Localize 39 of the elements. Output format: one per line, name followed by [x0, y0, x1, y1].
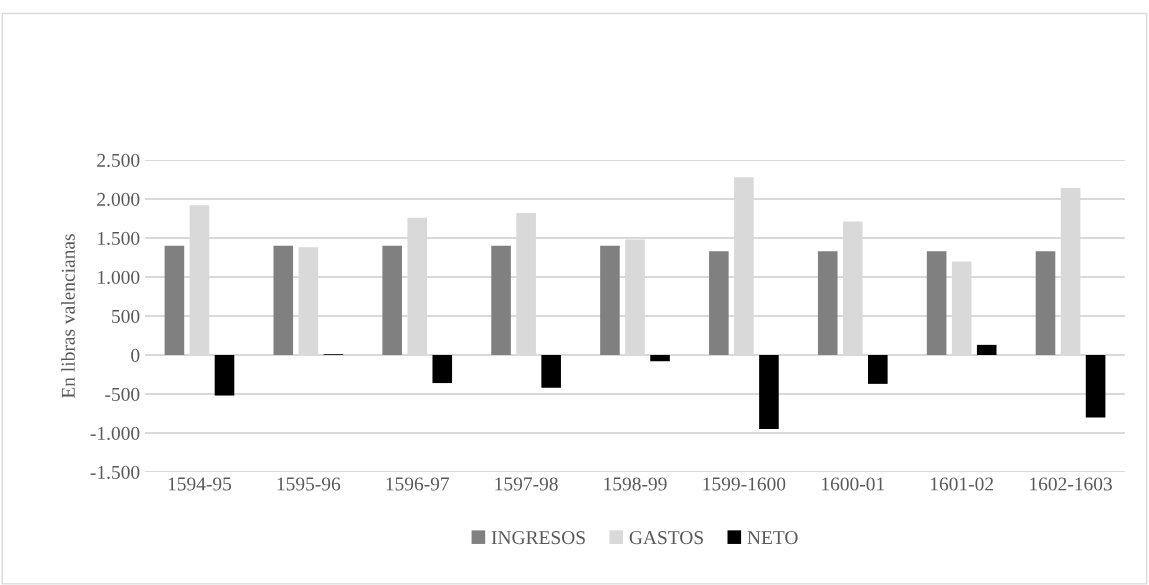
y-tick-label: 0 — [131, 348, 140, 362]
x-tick-label: 1594-95 — [168, 477, 232, 491]
x-tick-label: 1595-96 — [277, 477, 341, 491]
bar — [1035, 251, 1056, 355]
y-tick-label: -1.500 — [90, 465, 140, 480]
y-tick-label: 1.000 — [98, 270, 140, 285]
bar — [1085, 355, 1106, 418]
bar — [650, 355, 670, 362]
y-tick-label: -500 — [105, 387, 140, 401]
bar — [709, 251, 729, 355]
y-tick-label: 500 — [112, 309, 140, 323]
y-axis-title: En libras valencianas — [61, 234, 75, 399]
bar — [868, 355, 888, 384]
x-tick-label: 1596-97 — [386, 477, 450, 491]
x-tick-label: 1598-99 — [604, 477, 667, 491]
legend-label: INGRESOS — [491, 531, 585, 545]
legend-label: NETO — [747, 531, 798, 545]
y-tick-label: 2.500 — [97, 153, 140, 168]
bar — [759, 355, 779, 430]
bar — [382, 245, 402, 355]
bar — [432, 355, 453, 384]
bar — [541, 355, 561, 388]
bar — [926, 251, 947, 355]
bar — [976, 344, 997, 355]
y-tick-label: 1.500 — [98, 231, 140, 246]
x-tick-label: 1597-98 — [495, 477, 558, 491]
bar — [491, 245, 511, 355]
y-tick-label: -1.000 — [90, 426, 140, 441]
x-tick-label: 1602-1603 — [1030, 477, 1112, 491]
bar — [600, 245, 620, 355]
bar — [273, 245, 294, 355]
bar — [164, 245, 185, 355]
x-tick-label: 1600-01 — [822, 477, 885, 491]
bar — [214, 355, 235, 396]
bar — [817, 251, 838, 355]
x-tick-label: 1601-02 — [930, 477, 993, 491]
legend-label: GASTOS — [629, 531, 703, 545]
y-tick-label: 2.000 — [97, 192, 140, 207]
x-tick-label: 1599-1600 — [703, 477, 786, 491]
